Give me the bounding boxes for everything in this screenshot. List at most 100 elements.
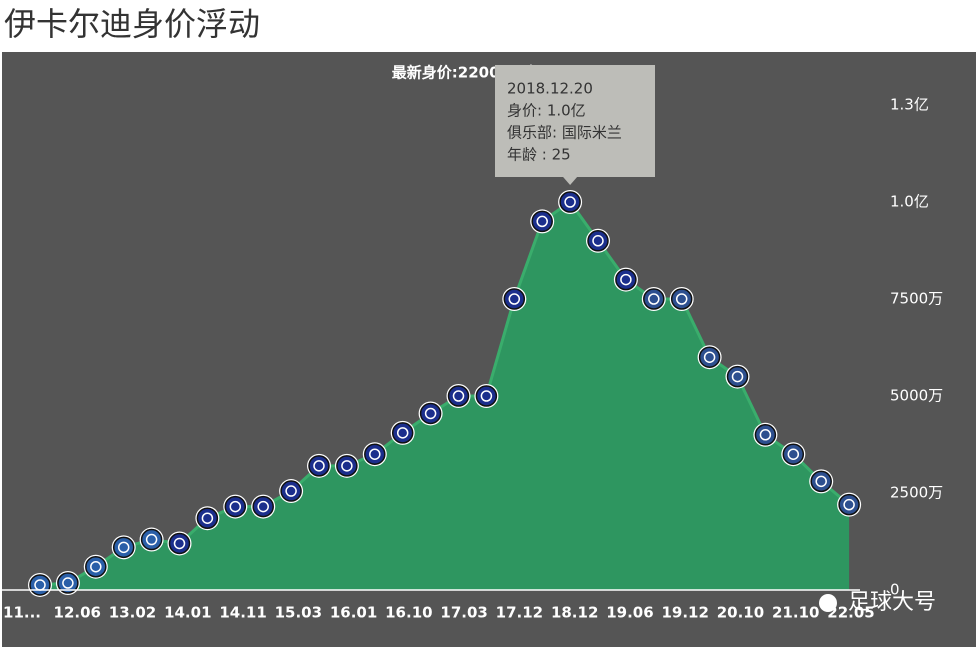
y-tick-label: 7500万	[890, 290, 943, 308]
x-tick-label: 15.03	[275, 604, 322, 622]
marker	[139, 527, 164, 552]
marker-core	[117, 541, 130, 554]
marker-core	[843, 498, 855, 511]
marker-core	[145, 533, 158, 546]
marker-core	[369, 448, 381, 460]
marker-inner	[364, 443, 386, 465]
marker-core	[424, 407, 437, 420]
marker-inner	[587, 230, 609, 252]
marker-core	[620, 273, 632, 286]
tooltip-line: 俱乐部: 国际米兰	[507, 124, 622, 142]
marker-core	[759, 429, 772, 441]
marker	[83, 554, 108, 579]
marker-inner	[224, 495, 247, 518]
marker	[167, 531, 192, 556]
marker-inner	[196, 507, 219, 529]
marker	[195, 506, 220, 531]
y-tick-label: 0	[890, 581, 900, 599]
y-tick-label: 2500万	[890, 484, 943, 502]
marker-core	[313, 460, 325, 472]
y-tick-label: 1.0亿	[890, 193, 929, 211]
marker	[55, 571, 80, 596]
marker-inner	[698, 346, 721, 368]
marker-core	[592, 235, 604, 247]
marker-core	[341, 460, 353, 472]
marker-inner	[280, 480, 302, 502]
marker-core	[90, 560, 102, 573]
marker	[697, 345, 722, 370]
marker	[251, 494, 276, 519]
marker	[502, 287, 527, 311]
marker-core	[675, 293, 688, 305]
x-tick-label: 19.06	[606, 604, 653, 622]
marker	[334, 453, 359, 478]
marker-inner	[391, 422, 414, 444]
marker	[725, 364, 750, 389]
marker	[307, 453, 331, 478]
chart-title: 伊卡尔迪身价浮动	[4, 5, 260, 43]
marker-inner	[29, 574, 51, 596]
marker-inner	[810, 470, 832, 493]
marker	[474, 384, 499, 408]
marker-inner	[168, 532, 191, 555]
marker	[446, 384, 471, 408]
marker-core	[815, 475, 827, 488]
x-tick-label: 13.02	[109, 604, 156, 622]
tooltip-line: 身价: 1.0亿	[507, 102, 586, 120]
marker-inner	[726, 365, 749, 388]
x-tick-label: 21.10	[772, 604, 819, 622]
marker-core	[536, 215, 548, 228]
marker-inner	[57, 572, 79, 594]
x-tick-label: 12.06	[54, 604, 101, 622]
marker-core	[703, 351, 716, 363]
marker	[558, 190, 583, 214]
x-tick-label: 14.01	[164, 604, 211, 622]
marker-inner	[559, 191, 581, 213]
tooltip-arrow	[563, 177, 578, 185]
marker-inner	[419, 402, 442, 425]
x-tick-label: 17.12	[496, 604, 543, 622]
marker-inner	[838, 493, 860, 516]
marker	[753, 422, 778, 447]
plot-area: 0 2500万 5000万 7500万 1.0亿 1.3亿 11... 12.06 13.02 1…	[2, 65, 943, 622]
marker-core	[396, 427, 409, 439]
marker	[586, 228, 610, 253]
marker-inner	[308, 455, 330, 477]
x-tick-label: 14.11	[219, 604, 266, 622]
watermark-icon	[819, 594, 837, 612]
x-tick-label: 17.03	[440, 604, 487, 622]
marker-core	[731, 370, 744, 383]
x-tick-label: 11...	[3, 604, 41, 622]
marker-inner	[140, 528, 163, 551]
marker	[223, 494, 248, 519]
marker-inner	[615, 268, 637, 291]
x-tick-label: 18.12	[551, 604, 598, 622]
x-tick-label: 19.12	[661, 604, 708, 622]
marker	[837, 492, 862, 517]
x-tick-label: 22.05	[827, 604, 874, 622]
marker-inner	[643, 288, 665, 310]
marker-core	[787, 448, 800, 460]
marker	[418, 401, 443, 426]
marker	[781, 442, 806, 467]
marker	[669, 287, 694, 311]
marker-core	[62, 577, 74, 589]
marker-inner	[112, 536, 135, 559]
x-tick-label: 16.01	[330, 604, 377, 622]
marker	[530, 209, 555, 234]
marker-inner	[252, 495, 274, 518]
marker	[362, 442, 387, 467]
marker-inner	[475, 385, 498, 407]
marker	[279, 479, 304, 504]
marker-core	[480, 390, 493, 402]
marker	[809, 469, 834, 494]
marker-inner	[503, 288, 526, 310]
marker-inner	[670, 288, 693, 310]
tooltip-line: 2018.12.20	[507, 80, 593, 98]
y-tick-label: 1.3亿	[890, 96, 929, 114]
y-tick-label: 5000万	[890, 387, 943, 405]
marker-core	[257, 500, 269, 513]
marker-inner	[531, 210, 553, 233]
